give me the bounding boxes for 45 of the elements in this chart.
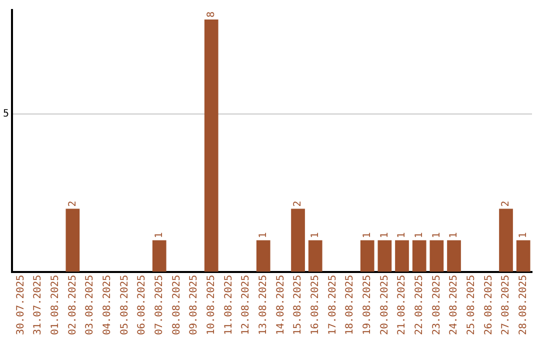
data-label: 1 xyxy=(362,232,373,238)
x-tick-label: 08.08.2025 xyxy=(171,274,182,336)
data-label: 1 xyxy=(448,232,460,238)
data-label: 1 xyxy=(431,232,442,238)
data-label: 1 xyxy=(518,232,529,238)
data-label: 1 xyxy=(379,232,390,238)
x-tick-label: 11.08.2025 xyxy=(223,274,234,336)
x-tick-label: 24.08.2025 xyxy=(448,274,460,336)
x-tick-label: 25.08.2025 xyxy=(466,274,477,336)
x-tick-label: 14.08.2025 xyxy=(275,274,286,336)
x-tick-label: 18.08.2025 xyxy=(344,274,356,336)
x-tick-label: 23.08.2025 xyxy=(431,274,442,336)
x-tick-label: 19.08.2025 xyxy=(362,274,373,336)
data-label: 2 xyxy=(292,200,304,207)
x-tick-label: 07.08.2025 xyxy=(154,274,165,336)
x-tick-label: 22.08.2025 xyxy=(414,274,425,336)
data-label: 2 xyxy=(67,200,78,207)
x-tick-label: 21.08.2025 xyxy=(396,274,408,336)
x-tick-label: 27.08.2025 xyxy=(500,274,512,336)
x-tick-label: 20.08.2025 xyxy=(379,274,390,336)
data-label: 2 xyxy=(500,200,512,207)
x-tick-label: 17.08.2025 xyxy=(327,274,338,336)
x-tick-label: 13.08.2025 xyxy=(258,274,269,336)
x-tick-label: 04.08.2025 xyxy=(102,274,113,336)
x-tick-label: 12.08.2025 xyxy=(240,274,252,336)
x-tick-label: 09.08.2025 xyxy=(188,274,200,336)
data-label: 1 xyxy=(258,232,269,238)
x-tick-label: 05.08.2025 xyxy=(119,274,130,336)
x-tick-label: 03.08.2025 xyxy=(84,274,96,336)
x-tick-label: 15.08.2025 xyxy=(292,274,304,336)
x-tick-label: 01.08.2025 xyxy=(50,274,61,336)
data-label: 1 xyxy=(154,232,165,238)
x-tick-label: 02.08.2025 xyxy=(67,274,78,336)
y-tick-label: 5 xyxy=(2,108,10,120)
x-tick-label: 28.08.2025 xyxy=(518,274,529,336)
x-tick-label: 30.07.2025 xyxy=(15,274,26,336)
x-tick-label: 31.07.2025 xyxy=(32,274,44,336)
data-label: 1 xyxy=(396,232,408,238)
x-tick-label: 06.08.2025 xyxy=(136,274,148,336)
x-tick-label: 26.08.2025 xyxy=(483,274,494,336)
x-tick-label: 10.08.2025 xyxy=(206,274,217,336)
data-label: 8 xyxy=(206,11,217,18)
data-label: 1 xyxy=(310,232,321,238)
x-tick-label: 16.08.2025 xyxy=(310,274,321,336)
data-label: 1 xyxy=(414,232,425,238)
